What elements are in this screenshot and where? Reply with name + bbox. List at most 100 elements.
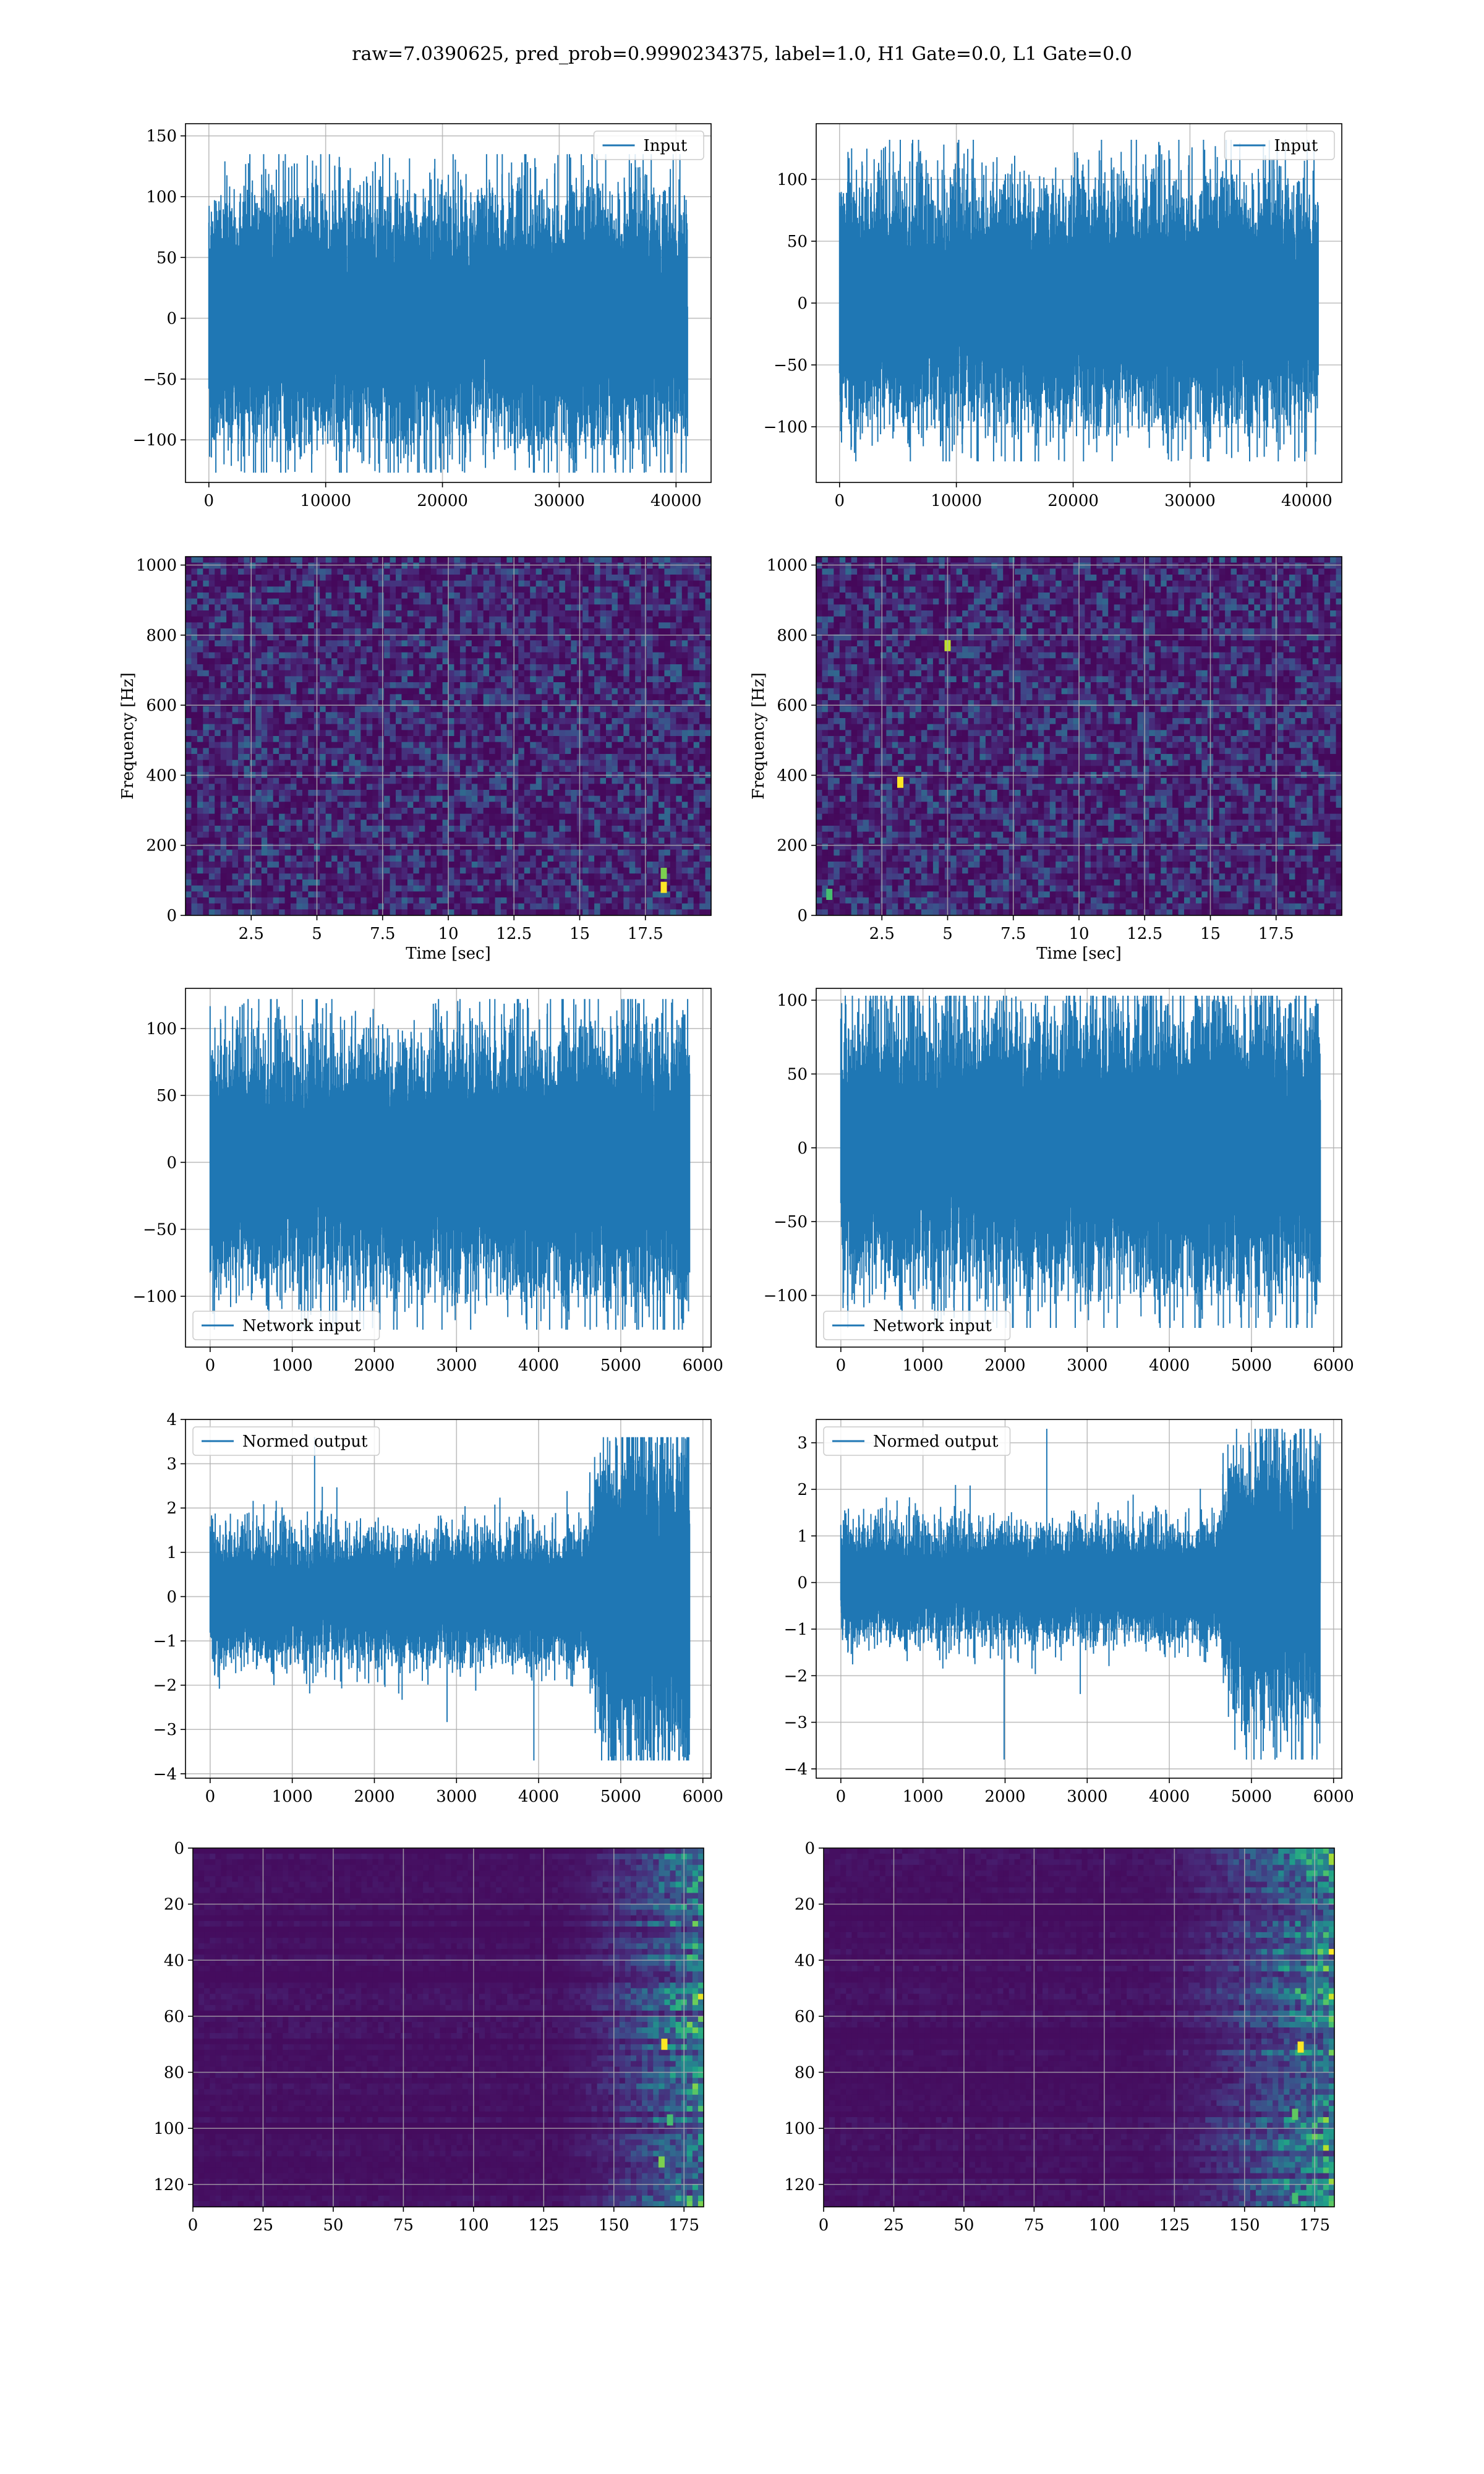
heatmap-cell — [320, 844, 326, 850]
heatmap-cell — [197, 599, 203, 605]
heatmap-cell — [221, 575, 227, 581]
heatmap-cell — [425, 718, 431, 724]
heatmap-cell — [706, 712, 712, 718]
heatmap-cell — [448, 790, 454, 796]
heatmap-cell — [203, 790, 209, 796]
heatmap-cell — [659, 688, 665, 695]
heatmap-cell — [699, 814, 706, 820]
heatmap-cell — [250, 808, 256, 814]
heatmap-cell — [559, 837, 565, 844]
heatmap-cell — [706, 766, 712, 772]
heatmap-cell — [670, 622, 676, 628]
heatmap-cell — [267, 682, 273, 688]
heatmap-cell — [255, 610, 262, 617]
heatmap-cell — [302, 712, 309, 718]
heatmap-cell — [706, 688, 712, 695]
heatmap-cell — [484, 599, 490, 605]
heatmap-cell — [565, 873, 571, 880]
heatmap-cell — [600, 575, 607, 581]
heatmap-cell — [443, 658, 449, 664]
heatmap-cell — [232, 610, 239, 617]
heatmap-cell — [553, 557, 560, 563]
heatmap-cell — [197, 581, 203, 587]
heatmap-cell — [472, 628, 478, 635]
heatmap-cell — [460, 658, 466, 664]
heatmap-cell — [571, 664, 577, 670]
heatmap-cell — [489, 581, 495, 587]
heatmap-cell — [484, 640, 490, 646]
heatmap-cell — [437, 742, 443, 748]
heatmap-cell — [688, 581, 694, 587]
heatmap-cell — [209, 706, 215, 713]
heatmap-cell — [506, 778, 513, 784]
heatmap-cell — [501, 599, 507, 605]
heatmap-cell — [466, 880, 472, 886]
heatmap-cell — [676, 778, 682, 784]
heatmap-cell — [524, 581, 531, 587]
heatmap-cell — [215, 604, 221, 610]
heatmap-cell — [437, 581, 443, 587]
heatmap-cell — [437, 676, 443, 682]
heatmap-cell — [559, 814, 565, 820]
heatmap-cell — [209, 646, 215, 653]
heatmap-cell — [559, 873, 565, 880]
heatmap-cell — [659, 718, 665, 724]
heatmap-cell — [232, 604, 239, 610]
heatmap-cell — [670, 862, 676, 868]
heatmap-cell — [589, 784, 595, 790]
heatmap-cell — [338, 868, 344, 874]
heatmap-cell — [612, 718, 618, 724]
heatmap-cell — [635, 628, 641, 635]
heatmap-cell — [390, 855, 396, 862]
heatmap-cell — [267, 610, 273, 617]
heatmap-cell — [273, 820, 279, 826]
heatmap-cell — [664, 688, 670, 695]
heatmap-cell — [694, 610, 700, 617]
heatmap-cell — [688, 754, 694, 760]
heatmap-cell — [273, 599, 279, 605]
heatmap-cell — [647, 682, 653, 688]
heatmap-cell — [460, 814, 466, 820]
heatmap-cell — [653, 855, 659, 862]
heatmap-cell — [302, 826, 309, 832]
heatmap-cell — [647, 855, 653, 862]
heatmap-cell — [688, 802, 694, 808]
heatmap-cell — [641, 617, 647, 623]
heatmap-cell — [338, 820, 344, 826]
heatmap-cell — [367, 664, 373, 670]
heatmap-cell — [524, 862, 531, 868]
heatmap-cell — [524, 808, 531, 814]
heatmap-cell — [343, 826, 349, 832]
heatmap-cell — [215, 873, 221, 880]
heatmap-cell — [384, 742, 390, 748]
heatmap-cell — [302, 563, 309, 569]
heatmap-cell — [600, 706, 607, 713]
heatmap-cell — [291, 586, 297, 593]
heatmap-cell — [653, 658, 659, 664]
heatmap-cell — [396, 742, 402, 748]
heatmap-cell — [641, 688, 647, 695]
heatmap-cell — [209, 880, 215, 886]
heatmap-cell — [659, 850, 665, 856]
heatmap-cell — [495, 832, 501, 838]
heatmap-cell — [221, 724, 227, 730]
heatmap-cell — [431, 599, 437, 605]
heatmap-cell — [367, 640, 373, 646]
heatmap-cell — [285, 676, 291, 682]
heatmap-cell — [443, 736, 449, 742]
heatmap-cell — [659, 586, 665, 593]
heatmap-cell — [688, 826, 694, 832]
heatmap-cell — [308, 760, 314, 766]
heatmap-cell — [191, 694, 197, 700]
heatmap-cell — [477, 617, 484, 623]
heatmap-cell — [384, 604, 390, 610]
heatmap-cell — [396, 658, 402, 664]
heatmap-cell — [390, 868, 396, 874]
heatmap-cell — [676, 664, 682, 670]
heatmap-cell — [612, 658, 618, 664]
heatmap-cell — [489, 814, 495, 820]
heatmap-cell — [425, 837, 431, 844]
heatmap-cell — [285, 628, 291, 635]
heatmap-cell — [448, 568, 454, 575]
heatmap-cell — [594, 664, 600, 670]
